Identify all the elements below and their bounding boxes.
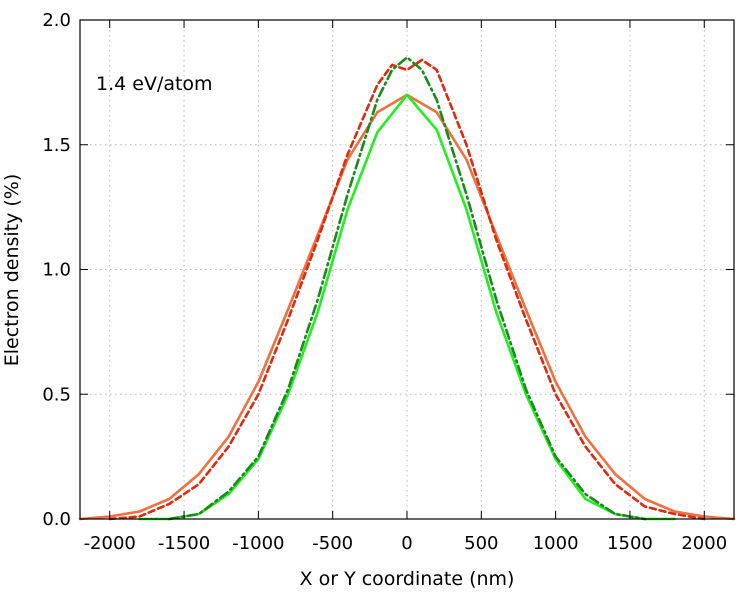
y-tick-label: 1.0 [42, 260, 71, 281]
x-tick-label: -500 [312, 533, 353, 554]
x-tick-label: -1500 [158, 533, 210, 554]
series-line-2 [108, 58, 706, 521]
x-tick-label: 500 [464, 533, 498, 554]
data-series [78, 56, 736, 521]
series-line-4 [167, 56, 647, 521]
x-tick-label: 0 [401, 533, 412, 554]
x-tick-label: 1500 [607, 533, 653, 554]
y-axis-label: Electron density (%) [1, 174, 23, 367]
energy-annotation: 1.4 eV/atom [96, 73, 213, 95]
y-tick-label: 0.0 [42, 509, 71, 530]
x-tick-label: -1000 [232, 533, 284, 554]
x-axis-label: X or Y coordinate (nm) [300, 568, 515, 590]
x-tick-label: 1000 [533, 533, 579, 554]
x-tick-label: 2000 [681, 533, 727, 554]
y-tick-label: 2.0 [42, 10, 71, 31]
y-tick-label: 0.5 [42, 384, 71, 405]
axis-ticks: -2000 -1500 -1000 -500 0 500 1000 1500 2000 0.0 0.… [42, 10, 734, 554]
series-line-3 [138, 93, 676, 521]
x-tick-label: -2000 [84, 533, 136, 554]
y-tick-label: 1.5 [42, 135, 71, 156]
